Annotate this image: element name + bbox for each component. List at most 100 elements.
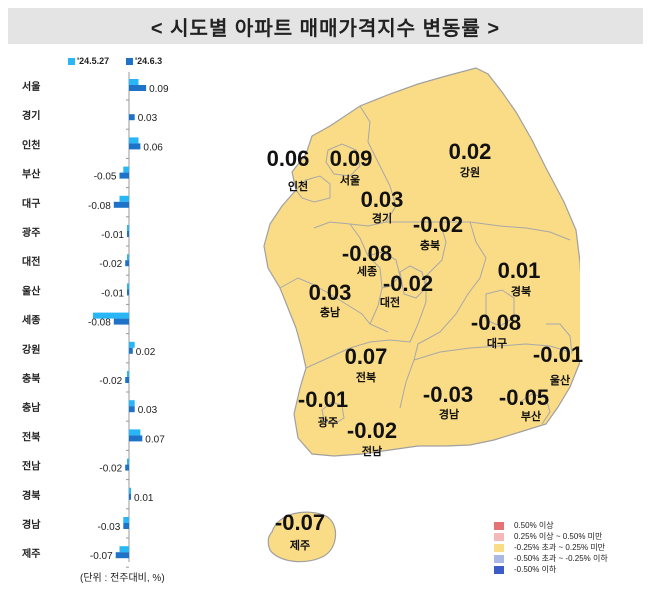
data-label: -0.01 (101, 230, 124, 241)
category-label: 전남 (22, 460, 41, 473)
data-label: 0.09 (149, 84, 169, 95)
data-label: -0.02 (99, 464, 122, 475)
category-label: 울산 (22, 284, 41, 297)
data-label: -0.02 (99, 259, 122, 270)
category-label: 경남 (22, 518, 41, 531)
map-region-name: 경기 (372, 211, 392, 225)
bar-prev (119, 195, 129, 202)
bar-curr (113, 201, 129, 208)
data-label: 0.07 (145, 434, 165, 445)
legend-swatch-curr (126, 58, 133, 66)
map-region-name: 대구 (487, 336, 507, 350)
region-borders (279, 105, 573, 425)
data-label: 0.06 (143, 142, 163, 153)
bar-curr (129, 493, 131, 500)
bar-prev (129, 487, 131, 494)
legend-item-prev: '24.5.27 (68, 56, 109, 66)
bar-curr (125, 260, 129, 267)
map-region-value: -0.02 (347, 418, 397, 443)
map-legend-label: -0.50% 이하 (514, 565, 557, 574)
bar-prev (127, 458, 129, 465)
bar-prev (127, 371, 129, 377)
map-region-name: 울산 (550, 373, 570, 387)
map-region-value: 0.06 (267, 146, 310, 171)
bar-prev (123, 166, 129, 173)
unit-note: (단위 : 전주대비, %) (80, 573, 165, 584)
map-legend-label: -0.25% 초과 ~ 0.25% 미만 (514, 543, 606, 552)
map-region-value: 0.02 (449, 139, 492, 164)
map-region-name: 부산 (521, 409, 541, 423)
map-legend-row: 0.25% 이상 ~ 0.50% 미만 (494, 531, 608, 542)
bar-curr (129, 85, 147, 91)
map-legend-swatch (494, 565, 504, 574)
map-region-value: -0.08 (471, 310, 521, 335)
bar-prev (129, 79, 139, 85)
map-region-name: 충북 (420, 238, 440, 252)
legend-item-curr: '24.6.3 (126, 56, 162, 66)
map-region-value: -0.03 (423, 382, 473, 407)
bar-curr (119, 172, 129, 179)
category-label: 서울 (22, 80, 40, 93)
bar-curr (123, 523, 129, 529)
map-legend-swatch (494, 532, 504, 541)
category-label: 대구 (22, 197, 40, 210)
category-label: 충남 (22, 401, 41, 414)
bar-prev (119, 546, 129, 553)
map-legend-row: -0.25% 초과 ~ 0.25% 미만 (494, 542, 608, 553)
map-legend-row: -0.50% 초과 ~ -0.25% 이하 (494, 553, 608, 564)
data-label: -0.05 (94, 172, 117, 183)
bar-curr (129, 435, 143, 442)
category-label: 세종 (22, 314, 40, 327)
category-label: 충북 (22, 372, 40, 385)
map-region-name: 전남 (362, 444, 382, 458)
legend-label-prev: '24.5.27 (77, 56, 110, 66)
map-legend-label: 0.50% 이상 (514, 521, 554, 530)
map-region-value: -0.01 (298, 387, 348, 412)
bar-prev (129, 341, 135, 348)
legend-swatch-prev (68, 58, 75, 66)
map-legend-row: 0.50% 이상 (494, 520, 608, 531)
map-region-name: 전북 (356, 370, 376, 384)
data-label: 0.03 (138, 113, 158, 124)
data-label: -0.08 (88, 318, 111, 329)
data-label: -0.02 (99, 376, 122, 387)
bar-prev (123, 517, 129, 523)
category-label: 대전 (22, 255, 40, 268)
bar-curr (129, 143, 141, 150)
map-region-name: 서울 (340, 173, 360, 187)
map-region-value: 0.03 (361, 187, 404, 212)
map-region-value: 0.01 (498, 258, 541, 283)
category-label: 제주 (22, 547, 40, 560)
map-region-name: 대전 (380, 295, 400, 309)
map-legend-swatch (494, 521, 504, 530)
map-legend: 0.50% 이상 0.25% 이상 ~ 0.50% 미만 -0.25% 초과 ~… (494, 520, 608, 575)
map-region-name: 경북 (511, 284, 531, 298)
map-legend-label: -0.50% 초과 ~ -0.25% 이하 (514, 554, 608, 563)
map-region-name: 인천 (288, 179, 308, 193)
map-region-value: -0.08 (342, 241, 392, 266)
map-region-name: 광주 (318, 416, 338, 429)
data-label: -0.07 (90, 551, 113, 562)
map-legend-label: 0.25% 이상 ~ 0.50% 미만 (514, 532, 603, 541)
korea-map (263, 67, 580, 563)
category-label: 경북 (22, 489, 40, 502)
bar-prev (129, 400, 135, 407)
map-region-value: -0.02 (413, 212, 463, 237)
category-label: 경기 (22, 109, 40, 122)
data-label: 0.03 (138, 405, 158, 416)
page-title: < 시도별 아파트 매매가격지수 변동률 > (8, 8, 643, 44)
map-region-name: 제주 (290, 538, 310, 552)
bar-curr (127, 289, 129, 296)
data-label: -0.08 (88, 201, 111, 212)
map-region-value: 0.09 (330, 146, 373, 171)
bar-prev (127, 254, 129, 261)
bar-curr (129, 347, 133, 354)
map-legend-swatch (494, 554, 504, 563)
map-region-name: 경남 (439, 407, 459, 421)
jeju-island-shape (267, 511, 337, 563)
bar-prev (129, 429, 141, 436)
bar-curr (113, 318, 129, 325)
bar-curr (129, 406, 135, 413)
map-region-value: -0.01 (533, 342, 583, 367)
